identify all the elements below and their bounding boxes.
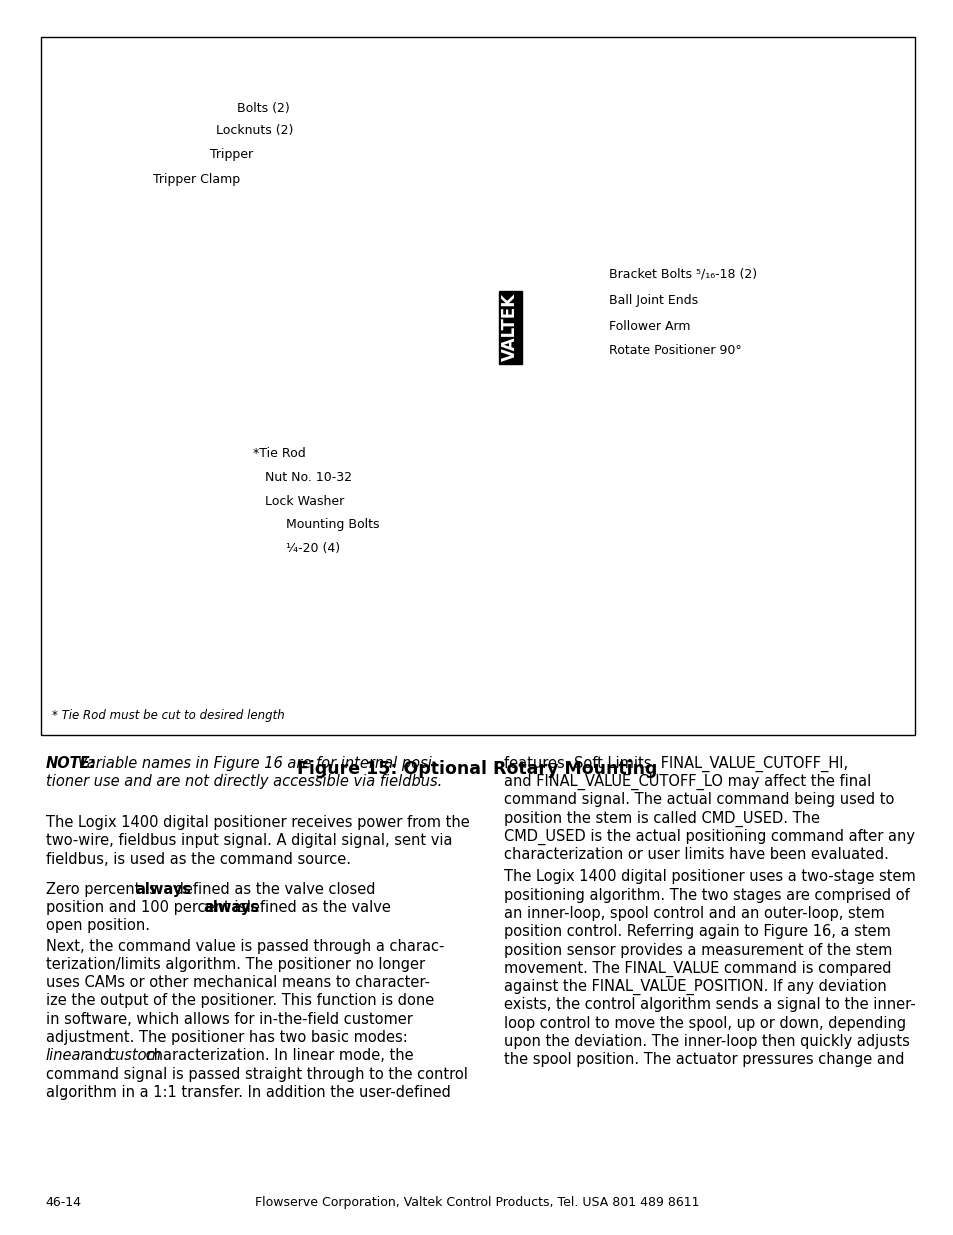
Text: linear: linear xyxy=(46,1049,88,1063)
Text: in software, which allows for in-the-field customer: in software, which allows for in-the-fie… xyxy=(46,1011,413,1026)
Text: fieldbus, is used as the command source.: fieldbus, is used as the command source. xyxy=(46,852,351,867)
Text: Nut No. 10-32: Nut No. 10-32 xyxy=(265,472,352,484)
Bar xyxy=(41,37,914,735)
Text: characterization or user limits have been evaluated.: characterization or user limits have bee… xyxy=(503,847,887,862)
Text: Zero percent is: Zero percent is xyxy=(46,882,161,897)
Text: ize the output of the positioner. This function is done: ize the output of the positioner. This f… xyxy=(46,993,434,1009)
Text: upon the deviation. The inner-loop then quickly adjusts: upon the deviation. The inner-loop then … xyxy=(503,1034,908,1049)
Text: defined as the valve closed: defined as the valve closed xyxy=(170,882,375,897)
Text: exists, the control algorithm sends a signal to the inner-: exists, the control algorithm sends a si… xyxy=(503,998,915,1013)
Text: Figure 15: Optional Rotary Mounting: Figure 15: Optional Rotary Mounting xyxy=(296,760,657,778)
Text: CMD_USED is the actual positioning command after any: CMD_USED is the actual positioning comma… xyxy=(503,829,914,845)
Text: The Logix 1400 digital positioner uses a two-stage stem: The Logix 1400 digital positioner uses a… xyxy=(503,869,915,884)
Text: command signal is passed straight through to the control: command signal is passed straight throug… xyxy=(46,1067,467,1082)
Text: an inner-loop, spool control and an outer-loop, stem: an inner-loop, spool control and an oute… xyxy=(503,906,883,921)
Text: 46-14: 46-14 xyxy=(46,1197,82,1209)
Text: ¹⁄₄-20 (4): ¹⁄₄-20 (4) xyxy=(286,542,340,555)
Text: open position.: open position. xyxy=(46,919,150,934)
Text: Locknuts (2): Locknuts (2) xyxy=(215,125,293,137)
Text: custom: custom xyxy=(108,1049,161,1063)
Text: Tripper Clamp: Tripper Clamp xyxy=(152,173,239,185)
Text: and FINAL_VALUE_CUTOFF_LO may affect the final: and FINAL_VALUE_CUTOFF_LO may affect the… xyxy=(503,774,870,790)
Text: command signal. The actual command being used to: command signal. The actual command being… xyxy=(503,793,893,808)
Text: two-wire, fieldbus input signal. A digital signal, sent via: two-wire, fieldbus input signal. A digit… xyxy=(46,834,452,848)
Text: position the stem is called CMD_USED. The: position the stem is called CMD_USED. Th… xyxy=(503,810,819,827)
Text: position control. Referring again to Figure 16, a stem: position control. Referring again to Fig… xyxy=(503,924,890,940)
Text: defined as the valve: defined as the valve xyxy=(237,900,391,915)
Text: always: always xyxy=(135,882,192,897)
Text: Next, the command value is passed through a charac-: Next, the command value is passed throug… xyxy=(46,939,444,953)
Text: terization/limits algorithm. The positioner no longer: terization/limits algorithm. The positio… xyxy=(46,957,424,972)
Text: positioning algorithm. The two stages are comprised of: positioning algorithm. The two stages ar… xyxy=(503,888,908,903)
Text: movement. The FINAL_VALUE command is compared: movement. The FINAL_VALUE command is com… xyxy=(503,961,890,977)
Text: uses CAMs or other mechanical means to character-: uses CAMs or other mechanical means to c… xyxy=(46,976,430,990)
Text: position sensor provides a measurement of the stem: position sensor provides a measurement o… xyxy=(503,942,891,957)
Text: against the FINAL_VALUE_POSITION. If any deviation: against the FINAL_VALUE_POSITION. If any… xyxy=(503,979,885,995)
Text: * Tie Rod must be cut to desired length: * Tie Rod must be cut to desired length xyxy=(52,709,285,722)
Text: NOTE:: NOTE: xyxy=(46,756,96,771)
Text: the spool position. The actuator pressures change and: the spool position. The actuator pressur… xyxy=(503,1052,903,1067)
Text: Ball Joint Ends: Ball Joint Ends xyxy=(608,294,697,306)
Text: tioner use and are not directly accessible via fieldbus.: tioner use and are not directly accessib… xyxy=(46,774,441,789)
Text: VALTEK: VALTEK xyxy=(501,293,518,362)
Text: Bolts (2): Bolts (2) xyxy=(236,103,289,115)
Text: Bracket Bolts ⁵/₁₆-18 (2): Bracket Bolts ⁵/₁₆-18 (2) xyxy=(608,268,756,280)
Text: Lock Washer: Lock Washer xyxy=(265,495,344,508)
Text: position and 100 percent is: position and 100 percent is xyxy=(46,900,251,915)
Text: Variable names in Figure 16 are for internal posi-: Variable names in Figure 16 are for inte… xyxy=(73,756,437,771)
Text: algorithm in a 1:1 transfer. In addition the user-defined: algorithm in a 1:1 transfer. In addition… xyxy=(46,1084,450,1100)
Text: Mounting Bolts: Mounting Bolts xyxy=(286,519,379,531)
Text: adjustment. The positioner has two basic modes:: adjustment. The positioner has two basic… xyxy=(46,1030,407,1045)
Text: loop control to move the spool, up or down, depending: loop control to move the spool, up or do… xyxy=(503,1015,905,1031)
Text: features, Soft Limits, FINAL_VALUE_CUTOFF_HI,: features, Soft Limits, FINAL_VALUE_CUTOF… xyxy=(503,756,847,772)
Text: always: always xyxy=(203,900,259,915)
Text: Follower Arm: Follower Arm xyxy=(608,320,689,332)
Text: Flowserve Corporation, Valtek Control Products, Tel. USA 801 489 8611: Flowserve Corporation, Valtek Control Pr… xyxy=(254,1197,699,1209)
Text: Rotate Positioner 90°: Rotate Positioner 90° xyxy=(608,345,740,357)
Text: and: and xyxy=(79,1049,116,1063)
Text: characterization. In linear mode, the: characterization. In linear mode, the xyxy=(141,1049,414,1063)
Text: Tripper: Tripper xyxy=(210,148,253,161)
Text: The Logix 1400 digital positioner receives power from the: The Logix 1400 digital positioner receiv… xyxy=(46,815,469,830)
Text: *Tie Rod: *Tie Rod xyxy=(253,447,305,459)
